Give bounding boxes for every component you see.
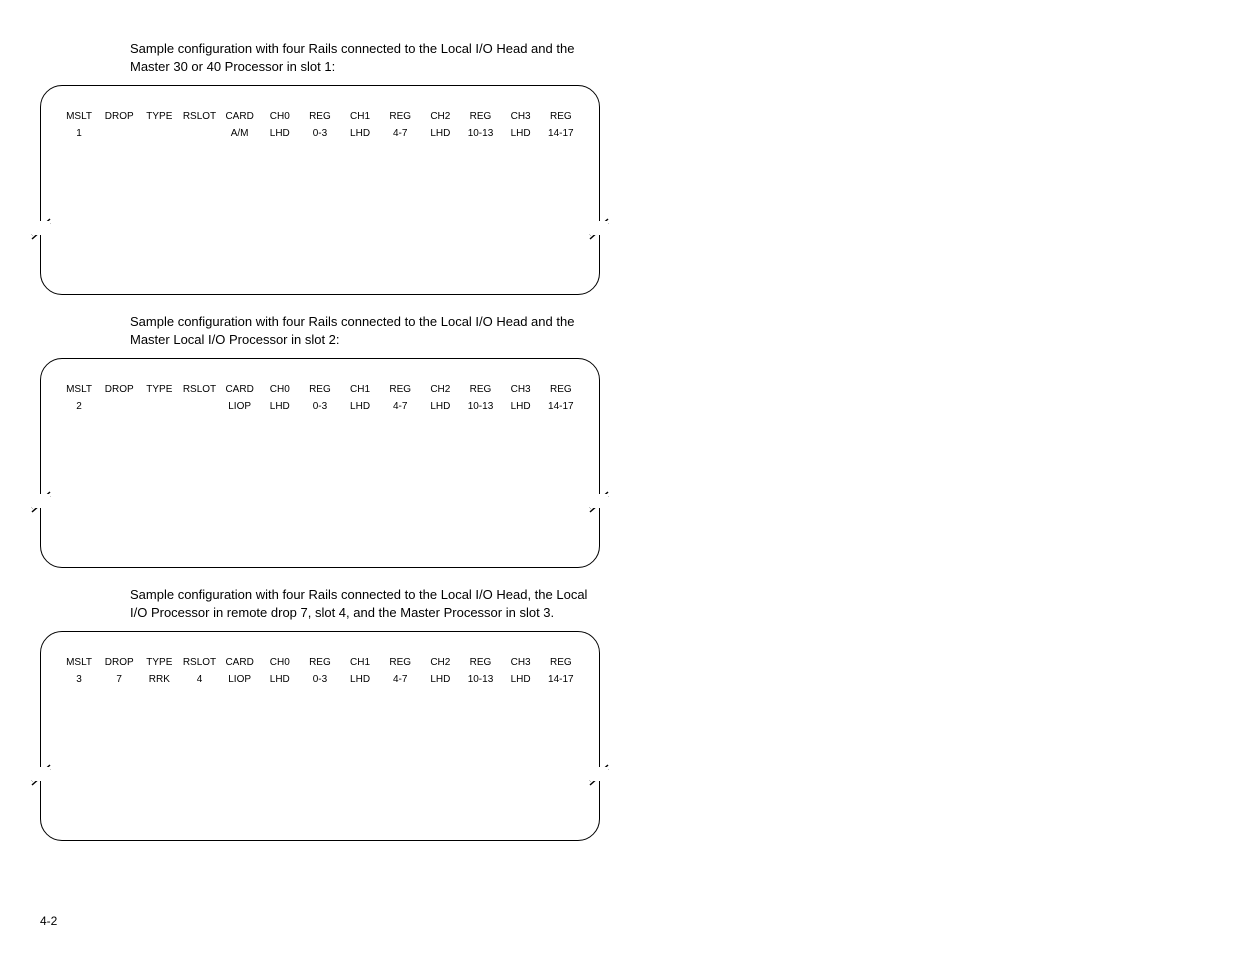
col-header: CH1	[340, 381, 380, 398]
col-header: REG	[541, 108, 581, 125]
col-header: RSLOT	[179, 381, 219, 398]
cell: 4-7	[380, 398, 420, 415]
col-header: REG	[460, 108, 500, 125]
section3-table: MSLT DROP TYPE RSLOT CARD CH0 REG CH1 RE…	[59, 654, 581, 688]
cell	[139, 125, 179, 142]
section1-panel: MSLT DROP TYPE RSLOT CARD CH0 REG CH1 RE…	[40, 85, 600, 295]
cell: 14-17	[541, 398, 581, 415]
cell: LHD	[501, 125, 541, 142]
cell: LHD	[260, 398, 300, 415]
col-header: REG	[380, 654, 420, 671]
cell: 10-13	[460, 125, 500, 142]
cell: 0-3	[300, 398, 340, 415]
section3-panel-wrap: MSLT DROP TYPE RSLOT CARD CH0 REG CH1 RE…	[40, 631, 600, 841]
section2-panel-wrap: MSLT DROP TYPE RSLOT CARD CH0 REG CH1 RE…	[40, 358, 600, 568]
col-header: CARD	[220, 654, 260, 671]
section2-caption: Sample configuration with four Rails con…	[130, 313, 600, 348]
table-header-row: MSLT DROP TYPE RSLOT CARD CH0 REG CH1 RE…	[59, 654, 581, 671]
col-header: MSLT	[59, 654, 99, 671]
cell: LIOP	[220, 671, 260, 688]
col-header: REG	[460, 381, 500, 398]
col-header: REG	[300, 654, 340, 671]
cell: LHD	[260, 671, 300, 688]
col-header: CH2	[420, 381, 460, 398]
cell: 0-3	[300, 125, 340, 142]
cell: 10-13	[460, 671, 500, 688]
col-header: CARD	[220, 381, 260, 398]
col-header: REG	[300, 108, 340, 125]
cell: LHD	[420, 398, 460, 415]
col-header: MSLT	[59, 381, 99, 398]
col-header: MSLT	[59, 108, 99, 125]
table-row: 2 LIOP LHD 0-3 LHD 4-7 LHD 10-13 LHD 14-…	[59, 398, 581, 415]
cell: LHD	[501, 398, 541, 415]
col-header: CH1	[340, 108, 380, 125]
col-header: REG	[460, 654, 500, 671]
cell	[139, 398, 179, 415]
col-header: RSLOT	[179, 654, 219, 671]
col-header: DROP	[99, 381, 139, 398]
col-header: TYPE	[139, 381, 179, 398]
cell: 2	[59, 398, 99, 415]
cell: 10-13	[460, 398, 500, 415]
cell: LHD	[420, 671, 460, 688]
col-header: REG	[541, 654, 581, 671]
col-header: CH3	[501, 381, 541, 398]
col-header: CH0	[260, 108, 300, 125]
col-header: REG	[380, 381, 420, 398]
cell: 14-17	[541, 671, 581, 688]
col-header: DROP	[99, 108, 139, 125]
cell	[99, 125, 139, 142]
cell: A/M	[220, 125, 260, 142]
table-header-row: MSLT DROP TYPE RSLOT CARD CH0 REG CH1 RE…	[59, 108, 581, 125]
section1-panel-wrap: MSLT DROP TYPE RSLOT CARD CH0 REG CH1 RE…	[40, 85, 600, 295]
cell	[179, 398, 219, 415]
col-header: CH0	[260, 381, 300, 398]
col-header: REG	[380, 108, 420, 125]
cell: 7	[99, 671, 139, 688]
cell: 3	[59, 671, 99, 688]
cell: LHD	[420, 125, 460, 142]
section2-table: MSLT DROP TYPE RSLOT CARD CH0 REG CH1 RE…	[59, 381, 581, 415]
section1-table: MSLT DROP TYPE RSLOT CARD CH0 REG CH1 RE…	[59, 108, 581, 142]
col-header: CH1	[340, 654, 380, 671]
cell: 4	[179, 671, 219, 688]
cell	[99, 398, 139, 415]
cell: 4-7	[380, 125, 420, 142]
col-header: CH2	[420, 654, 460, 671]
col-header: CARD	[220, 108, 260, 125]
page: Sample configuration with four Rails con…	[0, 0, 1235, 954]
cell: 1	[59, 125, 99, 142]
table-row: 3 7 RRK 4 LIOP LHD 0-3 LHD 4-7 LHD 10-13…	[59, 671, 581, 688]
section3-caption: Sample configuration with four Rails con…	[130, 586, 600, 621]
col-header: TYPE	[139, 654, 179, 671]
cell: 0-3	[300, 671, 340, 688]
cell: LHD	[340, 125, 380, 142]
cell: LHD	[501, 671, 541, 688]
col-header: CH3	[501, 654, 541, 671]
section1-caption: Sample configuration with four Rails con…	[130, 40, 600, 75]
page-number: 4-2	[40, 914, 57, 928]
col-header: REG	[541, 381, 581, 398]
cell: RRK	[139, 671, 179, 688]
cell: 4-7	[380, 671, 420, 688]
table-row: 1 A/M LHD 0-3 LHD 4-7 LHD 10-13 LHD 14-1…	[59, 125, 581, 142]
col-header: RSLOT	[179, 108, 219, 125]
col-header: TYPE	[139, 108, 179, 125]
cell: 14-17	[541, 125, 581, 142]
cell: LHD	[340, 671, 380, 688]
cell: LIOP	[220, 398, 260, 415]
section3-panel: MSLT DROP TYPE RSLOT CARD CH0 REG CH1 RE…	[40, 631, 600, 841]
cell	[179, 125, 219, 142]
col-header: CH2	[420, 108, 460, 125]
cell: LHD	[340, 398, 380, 415]
section2-panel: MSLT DROP TYPE RSLOT CARD CH0 REG CH1 RE…	[40, 358, 600, 568]
col-header: REG	[300, 381, 340, 398]
table-header-row: MSLT DROP TYPE RSLOT CARD CH0 REG CH1 RE…	[59, 381, 581, 398]
col-header: DROP	[99, 654, 139, 671]
col-header: CH0	[260, 654, 300, 671]
cell: LHD	[260, 125, 300, 142]
col-header: CH3	[501, 108, 541, 125]
